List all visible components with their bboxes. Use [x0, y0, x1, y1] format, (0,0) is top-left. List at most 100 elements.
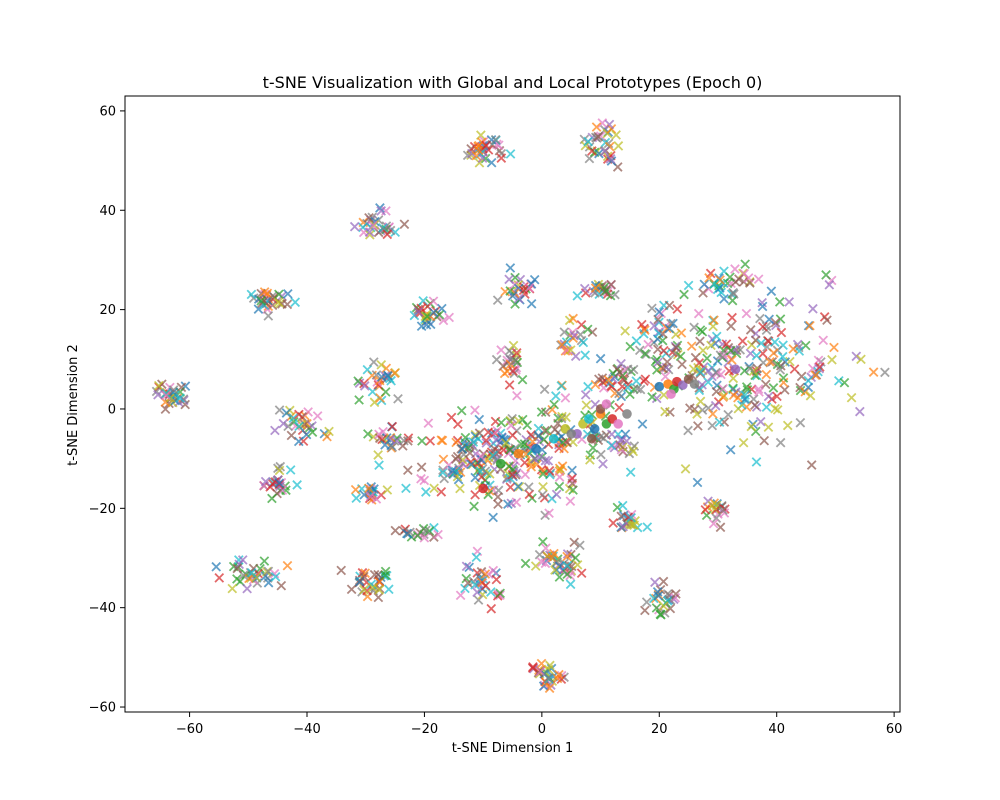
local-prototype-point — [322, 431, 332, 442]
local-prototype-point — [495, 590, 505, 600]
local-prototype-point — [510, 299, 520, 309]
local-prototype-point — [503, 499, 513, 510]
local-prototype-point — [470, 472, 481, 483]
local-prototype-point — [543, 455, 554, 466]
local-prototype-point — [362, 364, 373, 375]
local-prototype-point — [567, 478, 578, 489]
local-prototype-point — [725, 345, 736, 356]
local-prototype-point — [805, 390, 816, 401]
local-prototype-point — [606, 440, 617, 451]
local-prototype-point — [446, 412, 457, 423]
local-prototype-point — [554, 472, 565, 482]
local-prototype-point — [390, 525, 401, 536]
local-prototype-point — [353, 376, 363, 386]
local-prototype-point — [616, 358, 626, 369]
local-prototype-point — [634, 345, 645, 356]
local-prototype-point — [460, 583, 470, 594]
local-prototype-point — [365, 491, 376, 502]
local-prototype-point — [393, 393, 403, 404]
local-prototype-point — [461, 561, 472, 572]
x-axis-title: t-SNE Dimension 1 — [452, 741, 574, 756]
local-prototype-point — [761, 369, 772, 380]
global-prototype-point — [654, 381, 665, 392]
local-prototype-point — [703, 377, 713, 387]
local-prototype-point — [714, 417, 725, 428]
local-prototype-point — [480, 569, 491, 579]
axes-layer: −60 −40 −20 0 20 40 60 −60 −40 −20 0 20 40 60 — [89, 95, 902, 737]
local-prototype-point — [367, 220, 378, 231]
local-prototype-point — [570, 552, 581, 563]
local-prototype-point — [629, 520, 640, 531]
local-prototype-point — [651, 603, 662, 613]
local-prototype-point — [733, 403, 744, 414]
local-prototype-point — [506, 498, 517, 509]
local-prototype-point — [523, 482, 534, 492]
local-prototype-point — [438, 315, 449, 326]
local-prototype-point — [544, 508, 554, 519]
local-prototype-point — [561, 337, 572, 347]
global-prototype-point — [586, 433, 597, 444]
local-prototype-point — [626, 512, 636, 523]
local-prototype-point — [416, 462, 427, 472]
global-prototype-point — [478, 483, 488, 494]
local-prototype-point — [417, 436, 427, 446]
local-prototype-point — [740, 390, 750, 400]
local-prototype-point — [383, 370, 393, 381]
local-prototype-point — [260, 476, 271, 487]
global-prototype-point — [531, 443, 541, 454]
local-prototype-point — [362, 585, 372, 596]
local-prototype-point — [232, 574, 242, 584]
local-prototype-point — [675, 351, 686, 362]
local-prototype-point — [504, 346, 515, 356]
local-prototype-point — [444, 312, 455, 323]
x-tick-label: 40 — [768, 722, 785, 737]
local-prototype-point — [493, 492, 503, 502]
local-prototype-point — [293, 436, 304, 447]
local-prototype-point — [625, 467, 636, 478]
local-prototype-point — [508, 340, 519, 351]
local-prototype-point — [294, 409, 304, 420]
local-prototype-point — [373, 450, 383, 460]
local-prototype-point — [562, 560, 573, 571]
local-prototype-point — [554, 572, 565, 582]
local-prototype-point — [606, 156, 617, 166]
local-prototype-point — [521, 449, 531, 459]
local-prototype-point — [451, 454, 461, 464]
local-prototype-point — [803, 382, 814, 393]
local-prototype-point — [369, 569, 380, 580]
local-prototype-point — [211, 561, 222, 572]
local-prototype-point — [539, 384, 550, 395]
local-prototype-point — [549, 399, 559, 410]
local-prototype-point — [693, 308, 704, 319]
local-prototype-point — [423, 418, 434, 428]
local-prototype-point — [551, 391, 561, 401]
local-prototype-point — [680, 464, 691, 474]
local-prototype-point — [800, 386, 811, 397]
local-prototype-point — [354, 395, 364, 405]
local-prototype-point — [175, 393, 185, 403]
local-prototype-point — [578, 337, 589, 348]
local-prototype-point — [585, 455, 595, 465]
local-prototype-point — [534, 549, 545, 560]
local-prototype-point — [582, 324, 593, 335]
local-prototype-point — [580, 350, 591, 361]
local-prototype-point — [761, 402, 772, 413]
local-prototype-point — [274, 405, 285, 415]
local-prototype-point — [576, 319, 587, 330]
local-prototype-point — [777, 351, 788, 362]
local-prototype-point — [654, 307, 665, 317]
local-prototype-point — [616, 522, 626, 533]
local-prototype-point — [759, 435, 770, 446]
local-prototype-point — [290, 297, 301, 308]
local-prototype-point — [274, 478, 285, 488]
local-prototype-point — [374, 460, 384, 471]
local-prototype-point — [653, 314, 663, 325]
local-prototype-point — [554, 669, 564, 680]
local-prototype-point — [557, 411, 567, 422]
local-prototype-point — [789, 364, 800, 374]
local-prototype-point — [168, 385, 179, 395]
local-prototype-point — [312, 411, 323, 421]
local-prototype-point — [364, 227, 375, 237]
local-prototype-point — [475, 451, 486, 462]
local-prototype-point — [493, 499, 503, 509]
